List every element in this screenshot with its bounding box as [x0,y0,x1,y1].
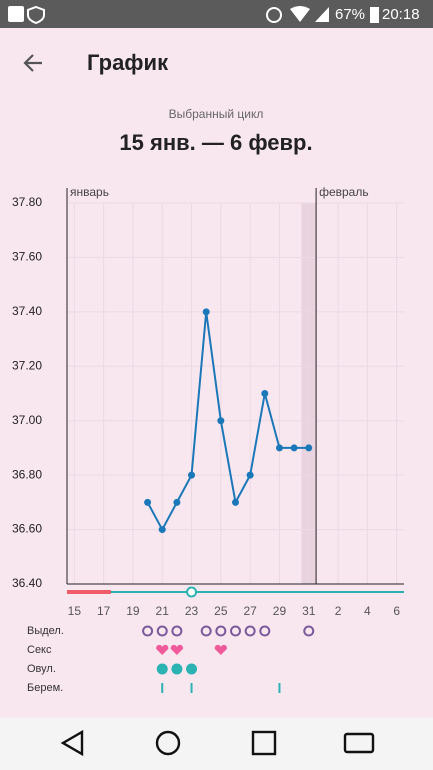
y-tick-label: 36.80 [12,467,42,481]
discharge-icon [230,625,241,637]
page-title: График [87,50,169,75]
temp-point [232,498,239,506]
temp-point [144,498,152,506]
temp-point [246,471,254,479]
chart: 36.40 36.60 36.80 37.00 37.20 37.40 37.60 37.80… [12,185,404,694]
x-tick-label: 23 [185,604,199,618]
y-tick-label: 37.60 [12,250,42,264]
temp-point [173,498,181,506]
x-tick-label: 6 [393,604,400,618]
y-tick-label: 37.80 [12,195,42,209]
signal-icon [315,7,329,22]
discharge-icon [215,625,227,637]
discharge-icon [200,625,212,637]
discharge-icon [142,625,154,637]
discharge-icon [244,625,256,637]
nav-switch[interactable] [343,732,375,754]
sex-icon [170,644,184,655]
temp-point [290,444,298,452]
status-bar [0,0,433,28]
y-tick-label: 37.20 [12,358,42,372]
temp-point [275,444,283,452]
nav-back[interactable] [60,729,84,757]
alarm-icon [266,7,282,23]
discharge-icon [303,625,315,637]
cycle-range: 15 янв. — 6 февр. [119,130,312,155]
nav-home[interactable] [155,730,181,756]
today-marker [186,586,198,598]
time: 20:18 [382,6,420,23]
temp-point [217,417,225,425]
ovulation-icon [186,663,198,675]
cycle-caption: Выбранный цикл [169,107,264,121]
sex-icon [214,644,228,655]
notif-icon [8,6,24,22]
row-label: Выдел. [27,625,64,637]
notif-icon [27,5,45,25]
x-tick-label: 4 [364,604,371,618]
y-tick-label: 36.60 [12,522,42,536]
month-label: февраль [319,185,369,199]
x-tick-label: 29 [273,604,287,618]
x-tick-label: 19 [126,604,140,618]
y-tick-label: 36.40 [12,576,42,590]
nav-recents[interactable] [251,730,277,756]
nav-bar [0,718,433,770]
x-tick-label: 27 [243,604,257,618]
y-tick-label: 37.00 [12,413,42,427]
month-label: январь [70,185,109,199]
x-tick-label: 31 [302,604,316,618]
back-button[interactable] [23,54,42,72]
x-tick-label: 21 [156,604,170,618]
discharge-icon [259,625,271,637]
x-tick-label: 25 [214,604,228,618]
x-tick-label: 2 [335,604,342,618]
ovulation-icon [171,663,183,675]
sex-icon [156,644,169,655]
battery-icon [370,7,379,23]
row-label: Берем. [27,682,63,694]
discharge-icon [156,625,168,637]
temp-point [305,444,313,452]
y-tick-label: 37.40 [12,304,42,318]
row-label: Овул. [27,663,56,675]
discharge-icon [171,625,183,637]
x-tick-label: 15 [68,604,82,618]
temp-point [188,471,196,479]
row-label: Секс [27,644,52,656]
temp-point [158,526,166,534]
battery-text: 67% [335,6,365,23]
wifi-icon [290,6,310,22]
temp-point [261,390,269,397]
x-tick-label: 17 [97,604,111,618]
ovulation-icon [156,663,168,675]
temp-point [202,308,210,316]
